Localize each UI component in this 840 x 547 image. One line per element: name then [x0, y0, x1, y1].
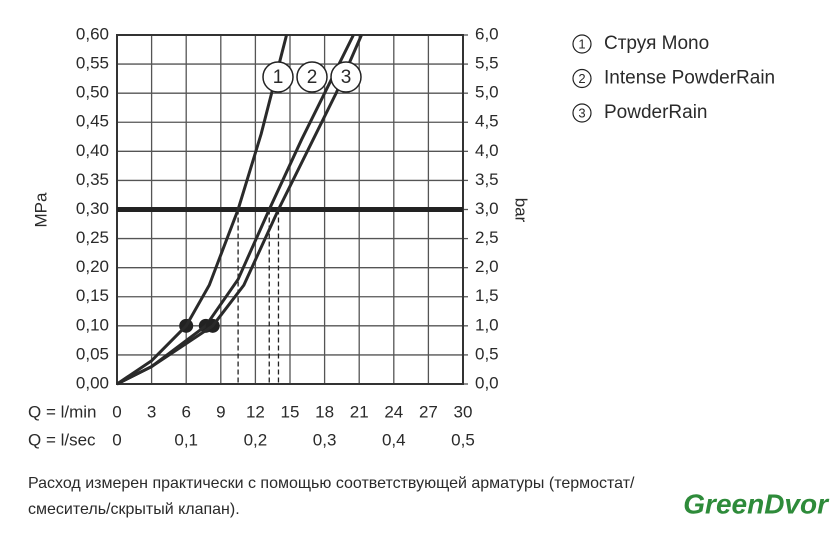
y-tick-label: 0,25 [76, 228, 109, 247]
y2-tick-label: 3,0 [475, 199, 499, 218]
x-tick-label: 15 [281, 402, 300, 421]
x-tick-label: 30 [454, 402, 473, 421]
curve-label-circle [262, 61, 294, 93]
y2-tick-label: 2,0 [475, 257, 499, 276]
y2-tick-label: 0,0 [475, 373, 499, 392]
y-tick-label: 0,20 [76, 257, 109, 276]
y-tick-label: 0,10 [76, 315, 109, 334]
y-tick-label: 0,55 [76, 54, 109, 73]
y-tick-label: 0,40 [76, 141, 109, 160]
line [116, 34, 363, 386]
y2-tick-label: 5,0 [475, 83, 499, 102]
x2-tick-label: 0,2 [244, 430, 268, 449]
caption: Расход измерен практически с помощью соо… [28, 475, 635, 492]
y-tick-label: 0,05 [76, 344, 109, 363]
curve-label: 3 [341, 67, 352, 88]
x2-tick-label: 0,3 [313, 430, 337, 449]
curve-label: 2 [307, 67, 318, 88]
y2-tick-label: 0,5 [475, 344, 499, 363]
legend-circle [572, 34, 592, 54]
line [116, 34, 288, 386]
watermark: GreenDvor [683, 488, 830, 519]
y2-axis-label: bar [512, 198, 531, 223]
y-tick-label: 0,30 [76, 199, 109, 218]
legend-number: 3 [578, 105, 585, 120]
y2-tick-label: 1,5 [475, 286, 499, 305]
x2-tick-label: 0,4 [382, 430, 406, 449]
x-axis-label: Q = l/min [28, 402, 97, 421]
x2-tick-label: 0,1 [174, 430, 198, 449]
legend-circle [572, 68, 592, 89]
x-tick-label: 12 [246, 402, 265, 421]
y-tick-label: 0,35 [76, 170, 109, 189]
y-tick-label: 0,50 [76, 83, 109, 102]
legend-label: Струя Mono [604, 33, 709, 54]
y2-tick-label: 4,5 [475, 112, 499, 131]
y2-tick-label: 6,0 [475, 24, 499, 43]
caption: смеситель/скрытый клапан). [28, 501, 240, 518]
x-tick-label: 27 [419, 402, 438, 421]
x-tick-label: 6 [181, 402, 190, 421]
x2-tick-label: 0 [112, 430, 121, 449]
x-tick-label: 0 [112, 402, 121, 421]
curve-label: 1 [273, 67, 284, 88]
x-tick-label: 24 [384, 402, 403, 421]
curve-label-circle [296, 61, 328, 93]
legend-number: 2 [578, 71, 585, 86]
y-tick-label: 0,60 [76, 24, 109, 43]
y2-tick-label: 2,5 [475, 228, 499, 247]
x2-tick-label: 0,5 [451, 430, 475, 449]
y2-tick-label: 1,0 [475, 315, 499, 334]
x-tick-label: 18 [315, 402, 334, 421]
curve-label-circle [330, 61, 362, 93]
y-tick-label: 0,15 [76, 286, 109, 305]
y2-tick-label: 4,0 [475, 141, 499, 160]
legend-label: PowderRain [604, 102, 708, 123]
legend-label: Intense PowderRain [604, 68, 775, 89]
legend-number: 1 [578, 36, 585, 51]
y-tick-label: 0,00 [76, 373, 109, 392]
y2-tick-label: 3,5 [475, 170, 499, 189]
x-tick-label: 3 [147, 402, 156, 421]
legend-circle [572, 103, 592, 123]
y-axis-label: MPa [31, 192, 50, 228]
x2-axis-label: Q = l/sec [28, 430, 96, 449]
x-tick-label: 21 [350, 402, 369, 421]
y-tick-label: 0,45 [76, 112, 109, 131]
y2-tick-label: 5,5 [475, 54, 499, 73]
x-tick-label: 9 [216, 402, 225, 421]
